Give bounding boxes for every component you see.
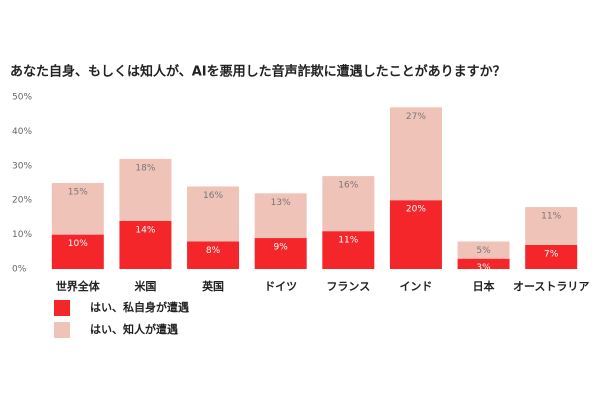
x-tick-label: 米国 <box>133 279 156 293</box>
legend-swatch <box>54 322 70 338</box>
data-label: 14% <box>135 225 155 235</box>
bar-segment <box>187 241 240 269</box>
x-tick-label: 世界全体 <box>56 279 101 293</box>
data-label: 3% <box>476 263 491 273</box>
chart-title: あなた自身、もしくは知人が、AIを悪用した音声詐欺に遭遇したことがありますか？ <box>10 64 506 80</box>
y-tick-label: 0% <box>12 265 27 275</box>
bar-segment <box>187 186 240 242</box>
y-tick-label: 10% <box>12 230 32 240</box>
data-label: 27% <box>406 112 426 122</box>
x-tick-label: 英国 <box>201 279 224 293</box>
data-label: 7% <box>544 249 559 259</box>
data-label: 16% <box>203 191 223 201</box>
bar-segment <box>457 258 510 269</box>
bar-segment <box>51 234 104 269</box>
x-tick-label: インド <box>399 280 432 293</box>
bar-segment <box>389 200 442 269</box>
bar-segment <box>254 238 307 269</box>
x-tick-label: ドイツ <box>264 280 297 293</box>
data-label: 9% <box>274 243 289 253</box>
bar-segment <box>457 241 510 259</box>
legend-swatch <box>54 300 70 316</box>
x-tick-label: オーストラリア <box>513 280 589 293</box>
bar-segment <box>525 244 578 269</box>
y-tick-label: 50% <box>12 93 32 103</box>
data-label: 16% <box>338 181 358 191</box>
data-label: 13% <box>271 198 291 208</box>
bar-segment <box>322 176 375 232</box>
bar-segment <box>119 158 172 221</box>
bar-segment <box>254 193 307 239</box>
y-tick-label: 20% <box>12 196 32 206</box>
bar-segment <box>119 220 172 269</box>
data-label: 11% <box>338 236 358 246</box>
data-label: 18% <box>135 163 155 173</box>
y-tick-label: 40% <box>12 127 32 137</box>
y-tick-label: 30% <box>12 161 32 171</box>
data-label: 11% <box>541 212 561 222</box>
legend-label: はい、私自身が遭遇 <box>90 300 189 314</box>
bar-segment <box>51 183 104 235</box>
legend-label: はい、知人が遭遇 <box>90 322 178 336</box>
data-label: 10% <box>68 239 88 249</box>
bar-segment <box>525 207 578 245</box>
bar-segment <box>322 231 375 269</box>
bar-segment <box>389 107 442 201</box>
data-label: 15% <box>68 188 88 198</box>
x-tick-label: フランス <box>326 280 370 293</box>
x-tick-label: 日本 <box>473 279 495 293</box>
data-label: 5% <box>476 246 491 256</box>
data-label: 8% <box>206 246 221 256</box>
data-label: 20% <box>406 205 426 215</box>
